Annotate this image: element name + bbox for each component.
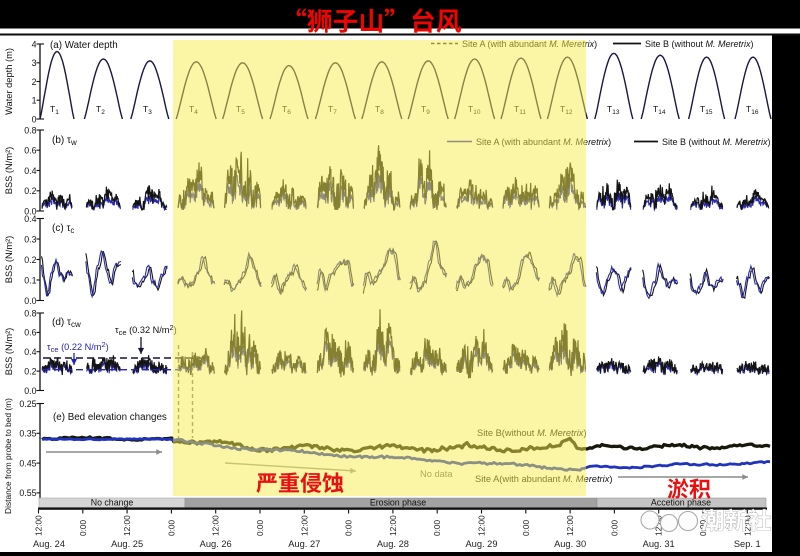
svg-text:0.8: 0.8 [24,125,36,135]
svg-text:0.6: 0.6 [24,146,36,156]
svg-text:12:00: 12:00 [654,515,664,536]
svg-text:Sep. 1: Sep. 1 [734,539,761,549]
svg-text:0.0: 0.0 [24,296,36,306]
svg-text:T3: T3 [143,104,152,116]
svg-text:Aug. 31: Aug. 31 [643,539,675,549]
svg-text:Aug. 24: Aug. 24 [33,539,65,549]
svg-text:0.4: 0.4 [24,347,36,357]
svg-text:0:00: 0:00 [255,519,265,536]
svg-text:0.45: 0.45 [19,458,36,468]
svg-text:12:00: 12:00 [34,515,44,536]
svg-text:Erosion phase: Erosion phase [370,498,426,508]
svg-text:0:00: 0:00 [344,519,354,536]
svg-text:Water depth (m): Water depth (m) [4,48,14,115]
svg-text:T13: T13 [607,104,620,116]
svg-text:0:00: 0:00 [78,519,88,536]
svg-text:0.0: 0.0 [24,206,36,216]
svg-text:Aug. 26: Aug. 26 [200,539,232,549]
svg-text:4: 4 [32,39,37,49]
svg-text:BSS (N/m²): BSS (N/m²) [4,328,14,376]
svg-text:0:00: 0:00 [521,519,531,536]
svg-text:(b) τw: (b) τw [52,135,77,147]
svg-text:Aug. 27: Aug. 27 [288,539,320,549]
svg-text:0.8: 0.8 [24,308,36,318]
svg-text:3: 3 [32,58,37,68]
svg-text:0:00: 0:00 [609,519,619,536]
svg-text:(c) τc: (c) τc [52,223,74,235]
svg-text:0.1: 0.1 [24,275,36,285]
svg-text:12:00: 12:00 [477,515,487,536]
svg-text:0: 0 [32,114,37,124]
svg-text:12:00: 12:00 [122,515,132,536]
svg-text:Site B (without M. Meretrix): Site B (without M. Meretrix) [645,39,754,49]
svg-text:No change: No change [91,498,134,508]
svg-text:BSS (N/m²): BSS (N/m²) [4,147,14,195]
svg-text:Accetion phase: Accetion phase [651,498,711,508]
svg-text:1: 1 [32,96,37,106]
svg-text:12:00: 12:00 [565,515,575,536]
svg-text:Distance from probe to bed (m): Distance from probe to bed (m) [3,398,13,514]
svg-text:T16: T16 [746,104,759,116]
svg-text:T2: T2 [96,104,105,116]
svg-text:0.4: 0.4 [24,214,36,224]
svg-text:2: 2 [32,77,37,87]
svg-text:Aug. 29: Aug. 29 [465,539,497,549]
svg-text:0:00: 0:00 [432,519,442,536]
svg-text:T14: T14 [653,104,666,116]
svg-text:Aug. 25: Aug. 25 [111,539,143,549]
svg-text:T1: T1 [50,104,59,116]
svg-text:(a) Water depth: (a) Water depth [50,40,118,51]
svg-text:0.0: 0.0 [24,386,36,396]
svg-text:0.35: 0.35 [19,429,36,439]
svg-text:12:00: 12:00 [211,515,221,536]
svg-text:0.2: 0.2 [24,366,36,376]
svg-text:(e) Bed elevation changes: (e) Bed elevation changes [53,412,167,423]
svg-text:T15: T15 [700,104,713,116]
svg-text:12:00: 12:00 [299,515,309,536]
svg-text:Aug. 28: Aug. 28 [377,539,409,549]
svg-text:τce (0.32 N/m2): τce (0.32 N/m2) [115,323,177,337]
svg-text:0:00: 0:00 [166,519,176,536]
svg-text:(d) τcw: (d) τcw [52,317,81,329]
svg-text:12:00: 12:00 [388,515,398,536]
svg-text:12:00: 12:00 [742,515,752,536]
svg-text:0.25: 0.25 [19,399,36,409]
svg-text:0.2: 0.2 [24,255,36,265]
svg-text:0.2: 0.2 [24,186,36,196]
svg-text:0.3: 0.3 [24,234,36,244]
svg-text:Aug. 30: Aug. 30 [554,539,586,549]
svg-text:0.4: 0.4 [24,166,36,176]
svg-text:0.6: 0.6 [24,328,36,338]
svg-text:Site B (without M. Meretrix): Site B (without M. Meretrix) [662,137,771,147]
svg-text:0.55: 0.55 [19,488,36,498]
svg-text:τce (0.22 N/m2): τce (0.22 N/m2) [47,340,109,354]
svg-text:BSS (N/m²): BSS (N/m²) [4,236,14,284]
